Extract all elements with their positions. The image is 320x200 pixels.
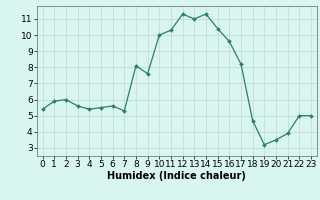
X-axis label: Humidex (Indice chaleur): Humidex (Indice chaleur) [108, 171, 246, 181]
